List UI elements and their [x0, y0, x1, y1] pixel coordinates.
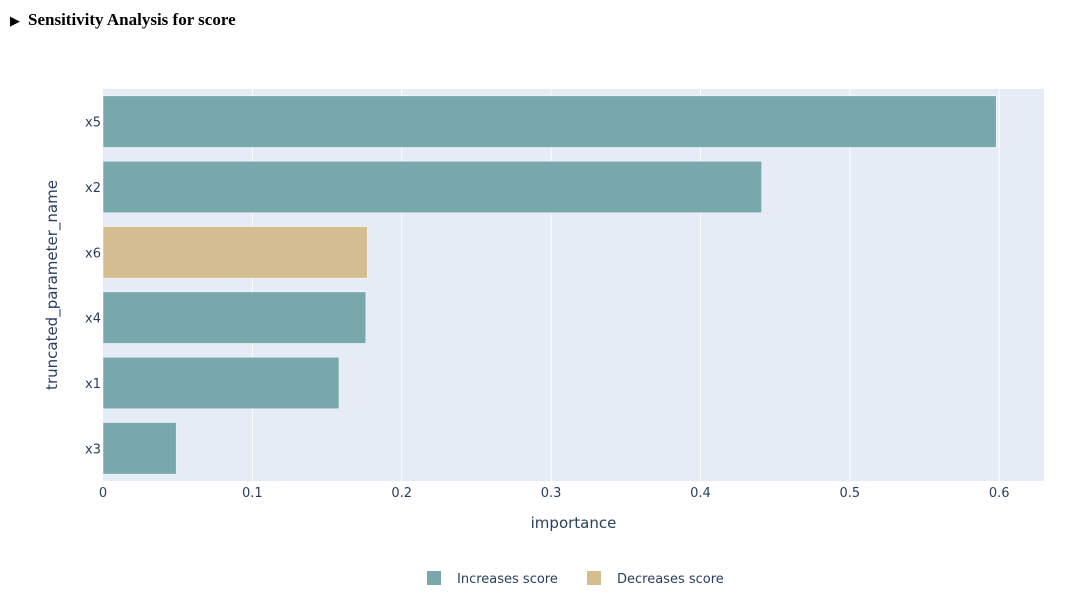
bar-x1 [102, 356, 340, 410]
x-tick-label: 0.2 [391, 486, 412, 501]
x-tick-label: 0.3 [541, 486, 562, 501]
y-tick-label: x2 [85, 181, 101, 196]
y-tick-label: x4 [85, 312, 101, 327]
bars [102, 95, 997, 475]
x-axis-title: importance [531, 514, 617, 532]
x-tick-label: 0 [99, 486, 107, 501]
y-tick-label: x1 [85, 377, 101, 392]
legend: Increases score Decreases score [427, 571, 724, 587]
bar-x3 [102, 422, 177, 475]
legend-label-increases: Increases score [457, 572, 558, 587]
plot-area [103, 89, 1044, 481]
bar-x6 [102, 226, 368, 279]
grid-lines [251, 89, 1000, 481]
bar-x5 [102, 95, 997, 148]
section-title: Sensitivity Analysis for score [28, 10, 236, 29]
bar-x2 [102, 160, 762, 214]
y-tick-label: x6 [85, 246, 101, 261]
x-tick-label: 0.5 [839, 486, 860, 501]
x-tick-labels: 0 0.1 0.2 0.3 0.4 0.5 0.6 [99, 486, 1010, 501]
y-tick-labels: x5 x2 x6 x4 x1 x3 [85, 116, 101, 458]
y-axis-title: truncated_parameter_name [43, 180, 62, 390]
legend-swatch-increases [427, 571, 441, 585]
x-tick-label: 0.6 [989, 486, 1010, 501]
section-toggle[interactable]: ▶ Sensitivity Analysis for score [10, 10, 236, 30]
legend-label-decreases: Decreases score [617, 572, 724, 587]
legend-swatch-decreases [587, 571, 601, 585]
y-tick-label: x5 [85, 116, 101, 131]
bar-x4 [102, 291, 367, 344]
y-tick-label: x3 [85, 442, 101, 457]
x-tick-label: 0.4 [690, 486, 711, 501]
x-tick-label: 0.1 [242, 486, 263, 501]
triangle-right-icon: ▶ [10, 12, 20, 28]
